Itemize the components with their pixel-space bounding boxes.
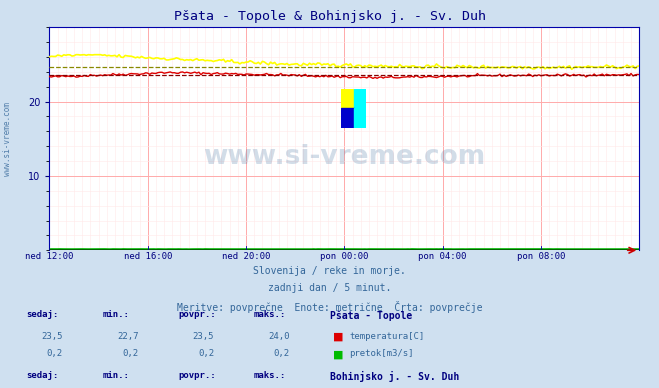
Bar [341, 108, 353, 128]
Text: 0,2: 0,2 [274, 349, 290, 358]
Text: ■: ■ [333, 332, 343, 342]
Text: Slovenija / reke in morje.: Slovenija / reke in morje. [253, 266, 406, 276]
Text: zadnji dan / 5 minut.: zadnji dan / 5 minut. [268, 283, 391, 293]
Text: 0,2: 0,2 [47, 349, 63, 358]
Text: 0,2: 0,2 [198, 349, 214, 358]
Text: pon 08:00: pon 08:00 [517, 252, 565, 261]
Text: sedaj:: sedaj: [26, 310, 59, 319]
Text: povpr.:: povpr.: [178, 371, 215, 379]
Text: Pšata - Topole: Pšata - Topole [330, 310, 412, 321]
Text: www.si-vreme.com: www.si-vreme.com [203, 144, 486, 170]
Text: povpr.:: povpr.: [178, 310, 215, 319]
Text: pon 00:00: pon 00:00 [320, 252, 368, 261]
Text: sedaj:: sedaj: [26, 371, 59, 379]
Text: 23,5: 23,5 [41, 332, 63, 341]
Text: pon 04:00: pon 04:00 [418, 252, 467, 261]
Text: maks.:: maks.: [254, 371, 286, 379]
Bar [353, 89, 366, 108]
Text: temperatura[C]: temperatura[C] [349, 332, 424, 341]
Text: maks.:: maks.: [254, 310, 286, 319]
Bar [341, 89, 353, 108]
Text: Meritve: povprečne  Enote: metrične  Črta: povprečje: Meritve: povprečne Enote: metrične Črta:… [177, 301, 482, 313]
Text: www.si-vreme.com: www.si-vreme.com [3, 102, 13, 176]
Bar [353, 108, 366, 128]
Text: 23,5: 23,5 [192, 332, 214, 341]
Text: ned 20:00: ned 20:00 [222, 252, 270, 261]
Text: min.:: min.: [102, 371, 129, 379]
Text: pretok[m3/s]: pretok[m3/s] [349, 349, 414, 358]
Text: 22,7: 22,7 [117, 332, 138, 341]
Text: 24,0: 24,0 [268, 332, 290, 341]
Text: ned 16:00: ned 16:00 [123, 252, 172, 261]
Text: 0,2: 0,2 [123, 349, 138, 358]
Text: Pšata - Topole & Bohinjsko j. - Sv. Duh: Pšata - Topole & Bohinjsko j. - Sv. Duh [173, 10, 486, 23]
Text: min.:: min.: [102, 310, 129, 319]
Text: Bohinjsko j. - Sv. Duh: Bohinjsko j. - Sv. Duh [330, 371, 459, 381]
Text: ned 12:00: ned 12:00 [25, 252, 74, 261]
Text: ■: ■ [333, 349, 343, 359]
